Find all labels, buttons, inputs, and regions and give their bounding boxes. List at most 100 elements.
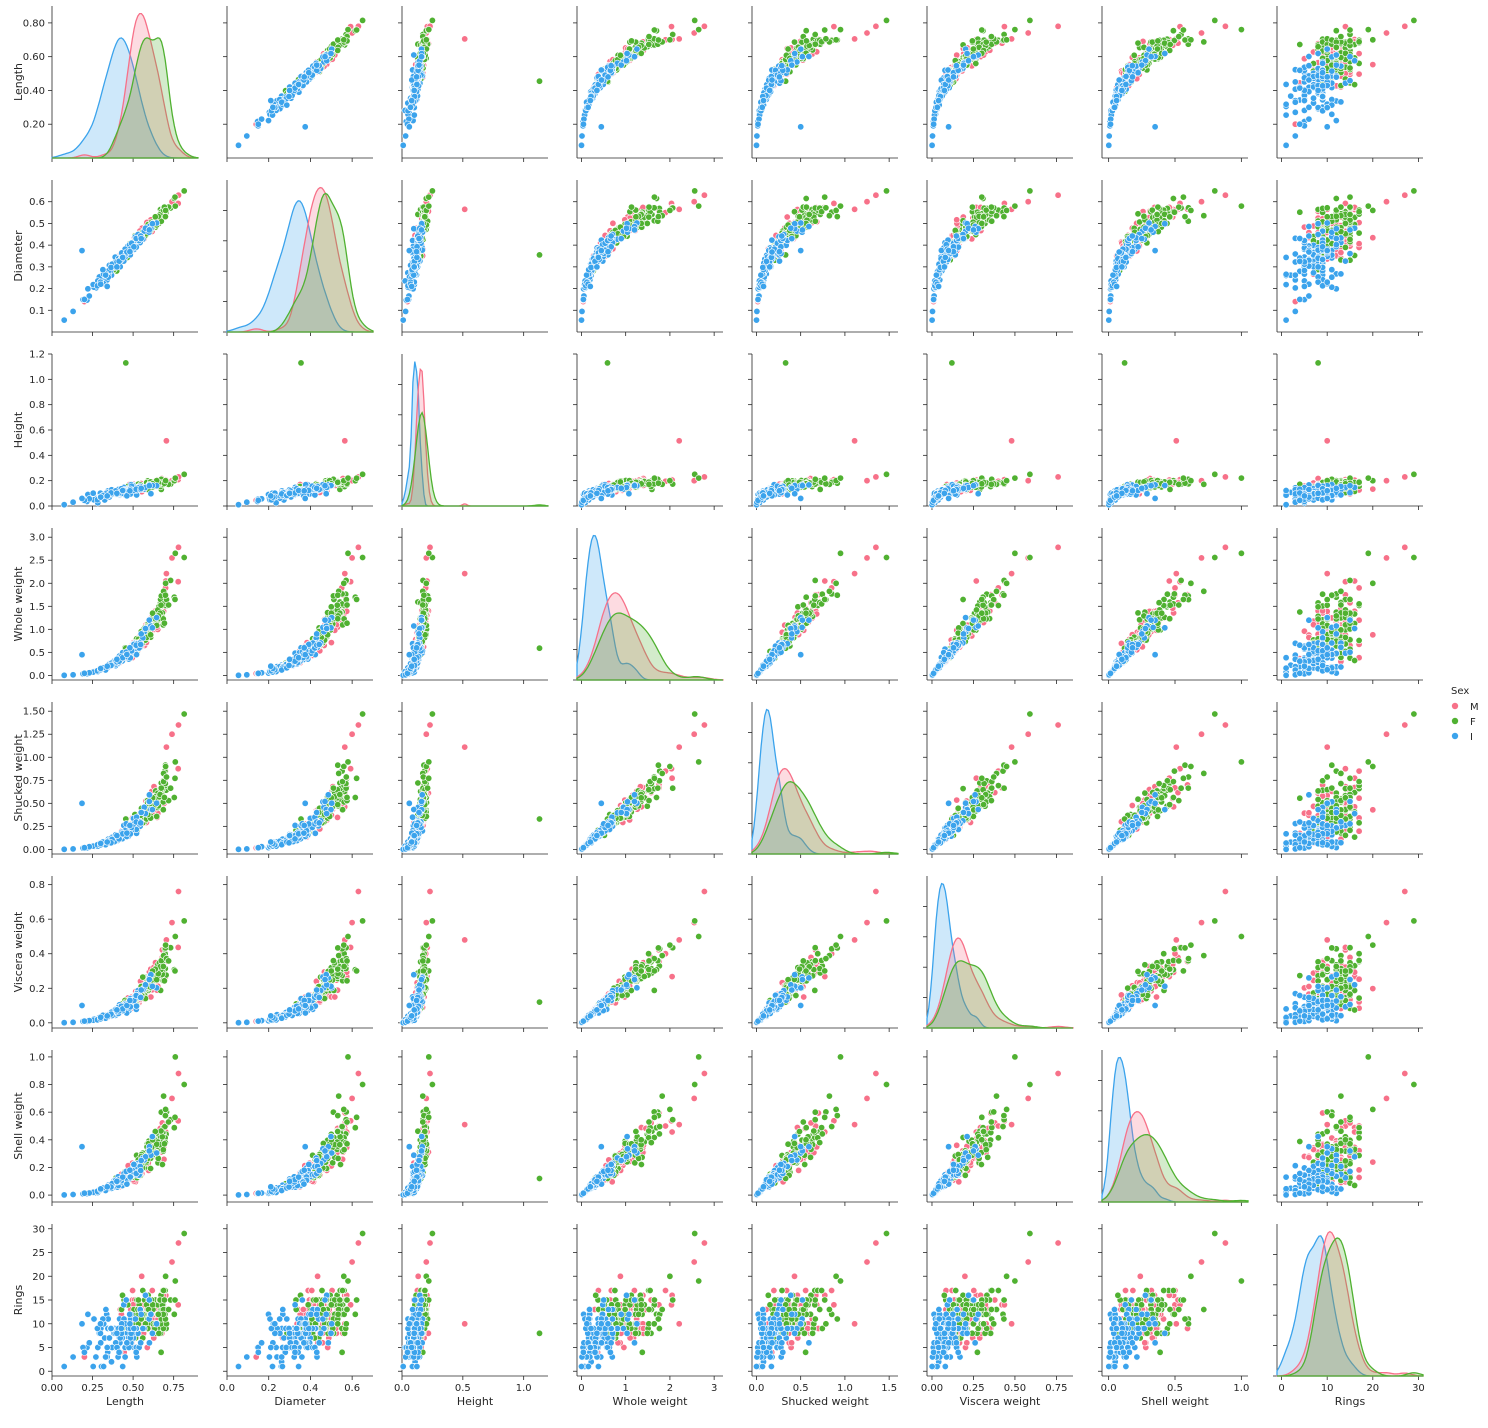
point-i [928, 316, 936, 324]
point-i [69, 307, 77, 315]
y-tick-label: 0.1 [29, 306, 45, 317]
point-f [822, 35, 830, 43]
point-f [1169, 195, 1177, 203]
point-i [630, 226, 638, 234]
point-i [78, 247, 86, 255]
point-i [1332, 51, 1340, 59]
point-i [584, 103, 592, 111]
point-i [1337, 98, 1345, 106]
point-m [1000, 23, 1008, 31]
point-i [1291, 98, 1299, 106]
point-f [691, 16, 699, 24]
point-i [1122, 80, 1130, 88]
point-f [1200, 212, 1208, 220]
point-i [1296, 120, 1304, 128]
point-f [359, 16, 367, 24]
point-i [1305, 76, 1313, 84]
point-f [151, 213, 159, 221]
point-i [1291, 78, 1299, 86]
point-i [1305, 103, 1313, 111]
point-i [577, 316, 585, 324]
point-i [759, 97, 767, 105]
point-i [1161, 220, 1169, 228]
point-f [992, 212, 1000, 220]
point-m [1054, 22, 1062, 30]
point-i [243, 132, 251, 140]
point-i [295, 80, 303, 88]
point-i [305, 69, 313, 77]
point-i [928, 141, 936, 149]
point-i [107, 263, 115, 271]
point-f [1346, 64, 1354, 72]
point-i [80, 295, 88, 303]
point-i [952, 232, 960, 240]
point-i [60, 316, 68, 324]
point-i [630, 53, 638, 61]
point-i [410, 263, 418, 271]
point-i [148, 220, 156, 228]
point-f [334, 36, 342, 44]
point-i [301, 123, 309, 131]
point-i [405, 123, 413, 131]
panel-diameter-vs-whole-weight [573, 180, 723, 336]
point-i [617, 235, 625, 243]
point-f [1337, 203, 1345, 211]
point-i [577, 141, 585, 149]
point-f [987, 33, 995, 41]
point-f [1181, 213, 1189, 221]
point-f [1211, 187, 1219, 195]
point-i [788, 61, 796, 69]
panel-diameter-vs-shucked-weight [748, 180, 898, 336]
point-f [836, 202, 844, 210]
point-i [406, 103, 414, 111]
point-i [578, 132, 586, 140]
point-f [802, 27, 810, 35]
point-i [597, 76, 605, 84]
point-i [1319, 59, 1327, 67]
point-f [982, 38, 990, 46]
point-f [836, 26, 844, 34]
point-f [1337, 33, 1345, 41]
point-f [353, 26, 361, 34]
point-f [980, 213, 988, 221]
point-i [1141, 224, 1149, 232]
point-f [968, 37, 976, 45]
point-f [821, 26, 829, 34]
point-f [1169, 27, 1177, 35]
point-f [802, 37, 810, 45]
y-tick-label: 0.80 [23, 18, 45, 29]
point-i [286, 86, 294, 94]
point-i [254, 120, 262, 128]
point-i [758, 103, 766, 111]
point-i [1296, 66, 1304, 74]
point-f [1346, 203, 1354, 211]
point-i [579, 295, 587, 303]
point-m [675, 35, 683, 43]
point-i [940, 263, 948, 271]
point-m [1355, 70, 1363, 78]
point-i [399, 141, 407, 149]
point-i [766, 86, 774, 94]
point-i [754, 120, 762, 128]
point-i [405, 247, 413, 255]
point-i [797, 247, 805, 255]
point-i [1147, 226, 1155, 234]
point-i [952, 62, 960, 70]
point-i [930, 295, 938, 303]
point-i [1111, 103, 1119, 111]
point-i [1134, 69, 1142, 77]
point-i [235, 141, 243, 149]
point-i [1305, 52, 1313, 60]
point-m [461, 35, 469, 43]
point-i [775, 248, 783, 256]
point-m [783, 213, 791, 221]
point-f [969, 45, 977, 53]
point-i [413, 80, 421, 88]
point-i [258, 115, 266, 123]
panel-length-vs-shucked-weight [748, 6, 898, 162]
point-f [882, 16, 890, 24]
point-m [461, 205, 469, 213]
point-i [84, 285, 92, 293]
point-i [1296, 84, 1304, 92]
point-i [766, 263, 774, 271]
